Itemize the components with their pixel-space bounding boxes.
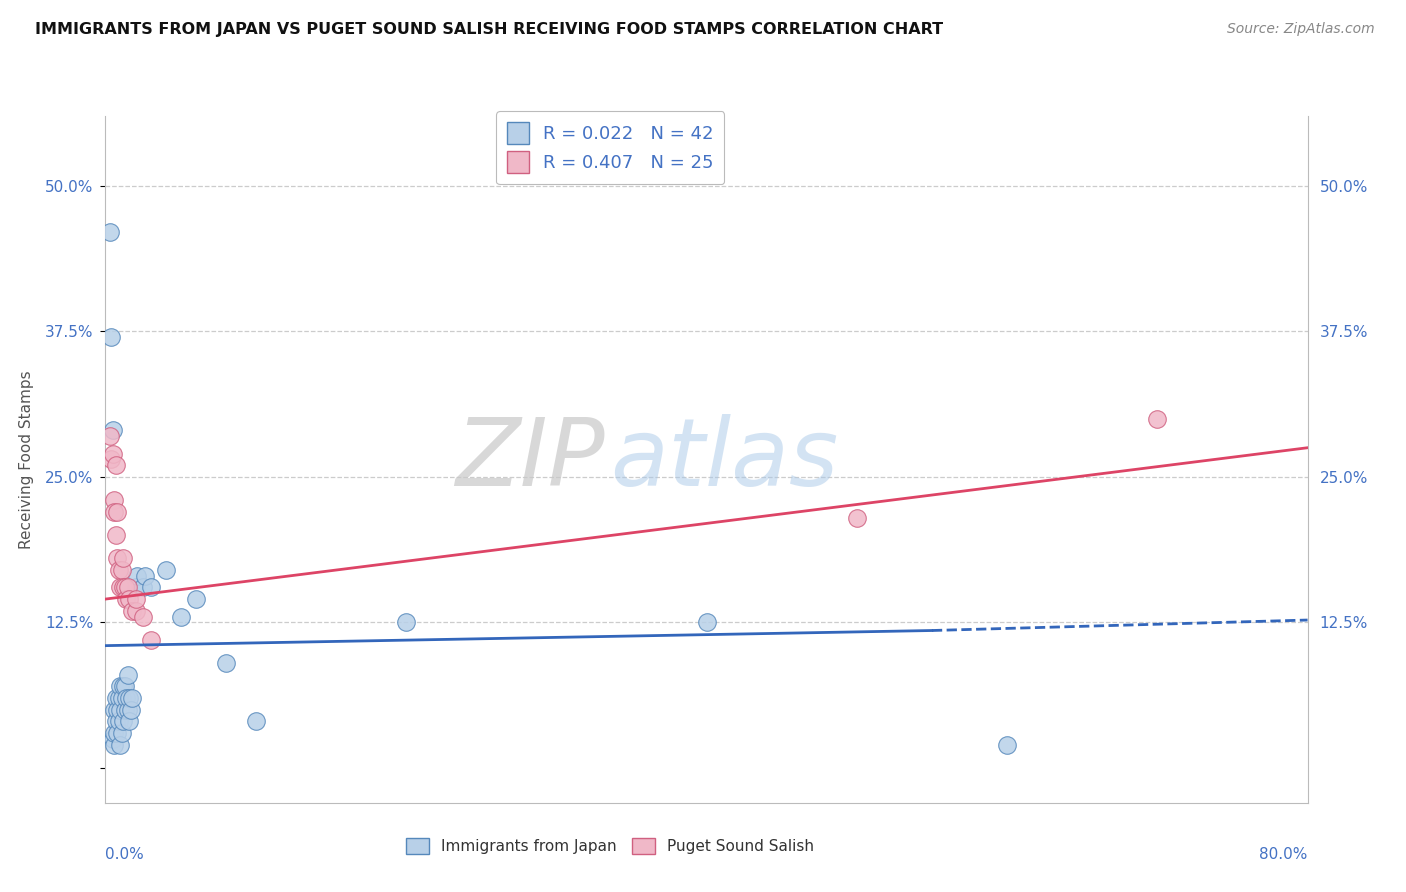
Point — [112, 679, 135, 693]
Point — [117, 581, 139, 595]
Point — [124, 581, 146, 595]
Point — [125, 569, 148, 583]
Point — [104, 714, 127, 729]
Point — [111, 726, 134, 740]
Point — [121, 691, 143, 706]
Point — [111, 691, 134, 706]
Point — [184, 592, 207, 607]
Point — [103, 493, 125, 508]
Point — [104, 691, 127, 706]
Point — [169, 609, 191, 624]
Point — [110, 581, 132, 595]
Point — [110, 738, 132, 752]
Point — [132, 609, 155, 624]
Point — [107, 551, 129, 566]
Point — [111, 563, 134, 577]
Point — [107, 703, 129, 717]
Point — [101, 423, 124, 437]
Point — [124, 604, 146, 618]
Point — [110, 679, 132, 693]
Point — [108, 563, 131, 577]
Text: atlas: atlas — [610, 414, 838, 505]
Point — [103, 726, 125, 740]
Point — [134, 569, 156, 583]
Point — [245, 714, 267, 729]
Point — [108, 691, 131, 706]
Point — [118, 592, 141, 607]
Point — [139, 581, 162, 595]
Point — [114, 581, 136, 595]
Point — [100, 452, 122, 467]
Point — [139, 632, 162, 647]
Text: 0.0%: 0.0% — [105, 847, 145, 863]
Point — [120, 703, 142, 717]
Point — [104, 458, 127, 473]
Point — [112, 551, 135, 566]
Point — [118, 714, 141, 729]
Point — [112, 714, 135, 729]
Point — [115, 592, 138, 607]
Point — [101, 446, 124, 460]
Point — [214, 656, 236, 670]
Legend: Immigrants from Japan, Puget Sound Salish: Immigrants from Japan, Puget Sound Salis… — [401, 832, 821, 861]
Text: 80.0%: 80.0% — [1260, 847, 1308, 863]
Point — [101, 731, 124, 746]
Point — [155, 563, 177, 577]
Text: ZIP: ZIP — [454, 414, 605, 505]
Point — [696, 615, 718, 630]
Point — [107, 726, 129, 740]
Point — [114, 679, 136, 693]
Point — [103, 505, 125, 519]
Point — [1146, 411, 1168, 425]
Point — [104, 528, 127, 542]
Point — [100, 330, 122, 344]
Text: IMMIGRANTS FROM JAPAN VS PUGET SOUND SALISH RECEIVING FOOD STAMPS CORRELATION CH: IMMIGRANTS FROM JAPAN VS PUGET SOUND SAL… — [35, 22, 943, 37]
Point — [114, 703, 136, 717]
Point — [845, 510, 868, 524]
Point — [995, 738, 1018, 752]
Point — [103, 738, 125, 752]
Y-axis label: Receiving Food Stamps: Receiving Food Stamps — [20, 370, 34, 549]
Point — [117, 703, 139, 717]
Point — [395, 615, 418, 630]
Point — [98, 226, 121, 240]
Point — [110, 703, 132, 717]
Point — [107, 505, 129, 519]
Point — [115, 691, 138, 706]
Point — [124, 592, 146, 607]
Point — [117, 667, 139, 681]
Point — [132, 581, 155, 595]
Point — [118, 691, 141, 706]
Text: Source: ZipAtlas.com: Source: ZipAtlas.com — [1227, 22, 1375, 37]
Point — [121, 604, 143, 618]
Point — [108, 714, 131, 729]
Point — [112, 581, 135, 595]
Point — [98, 429, 121, 443]
Point — [103, 703, 125, 717]
